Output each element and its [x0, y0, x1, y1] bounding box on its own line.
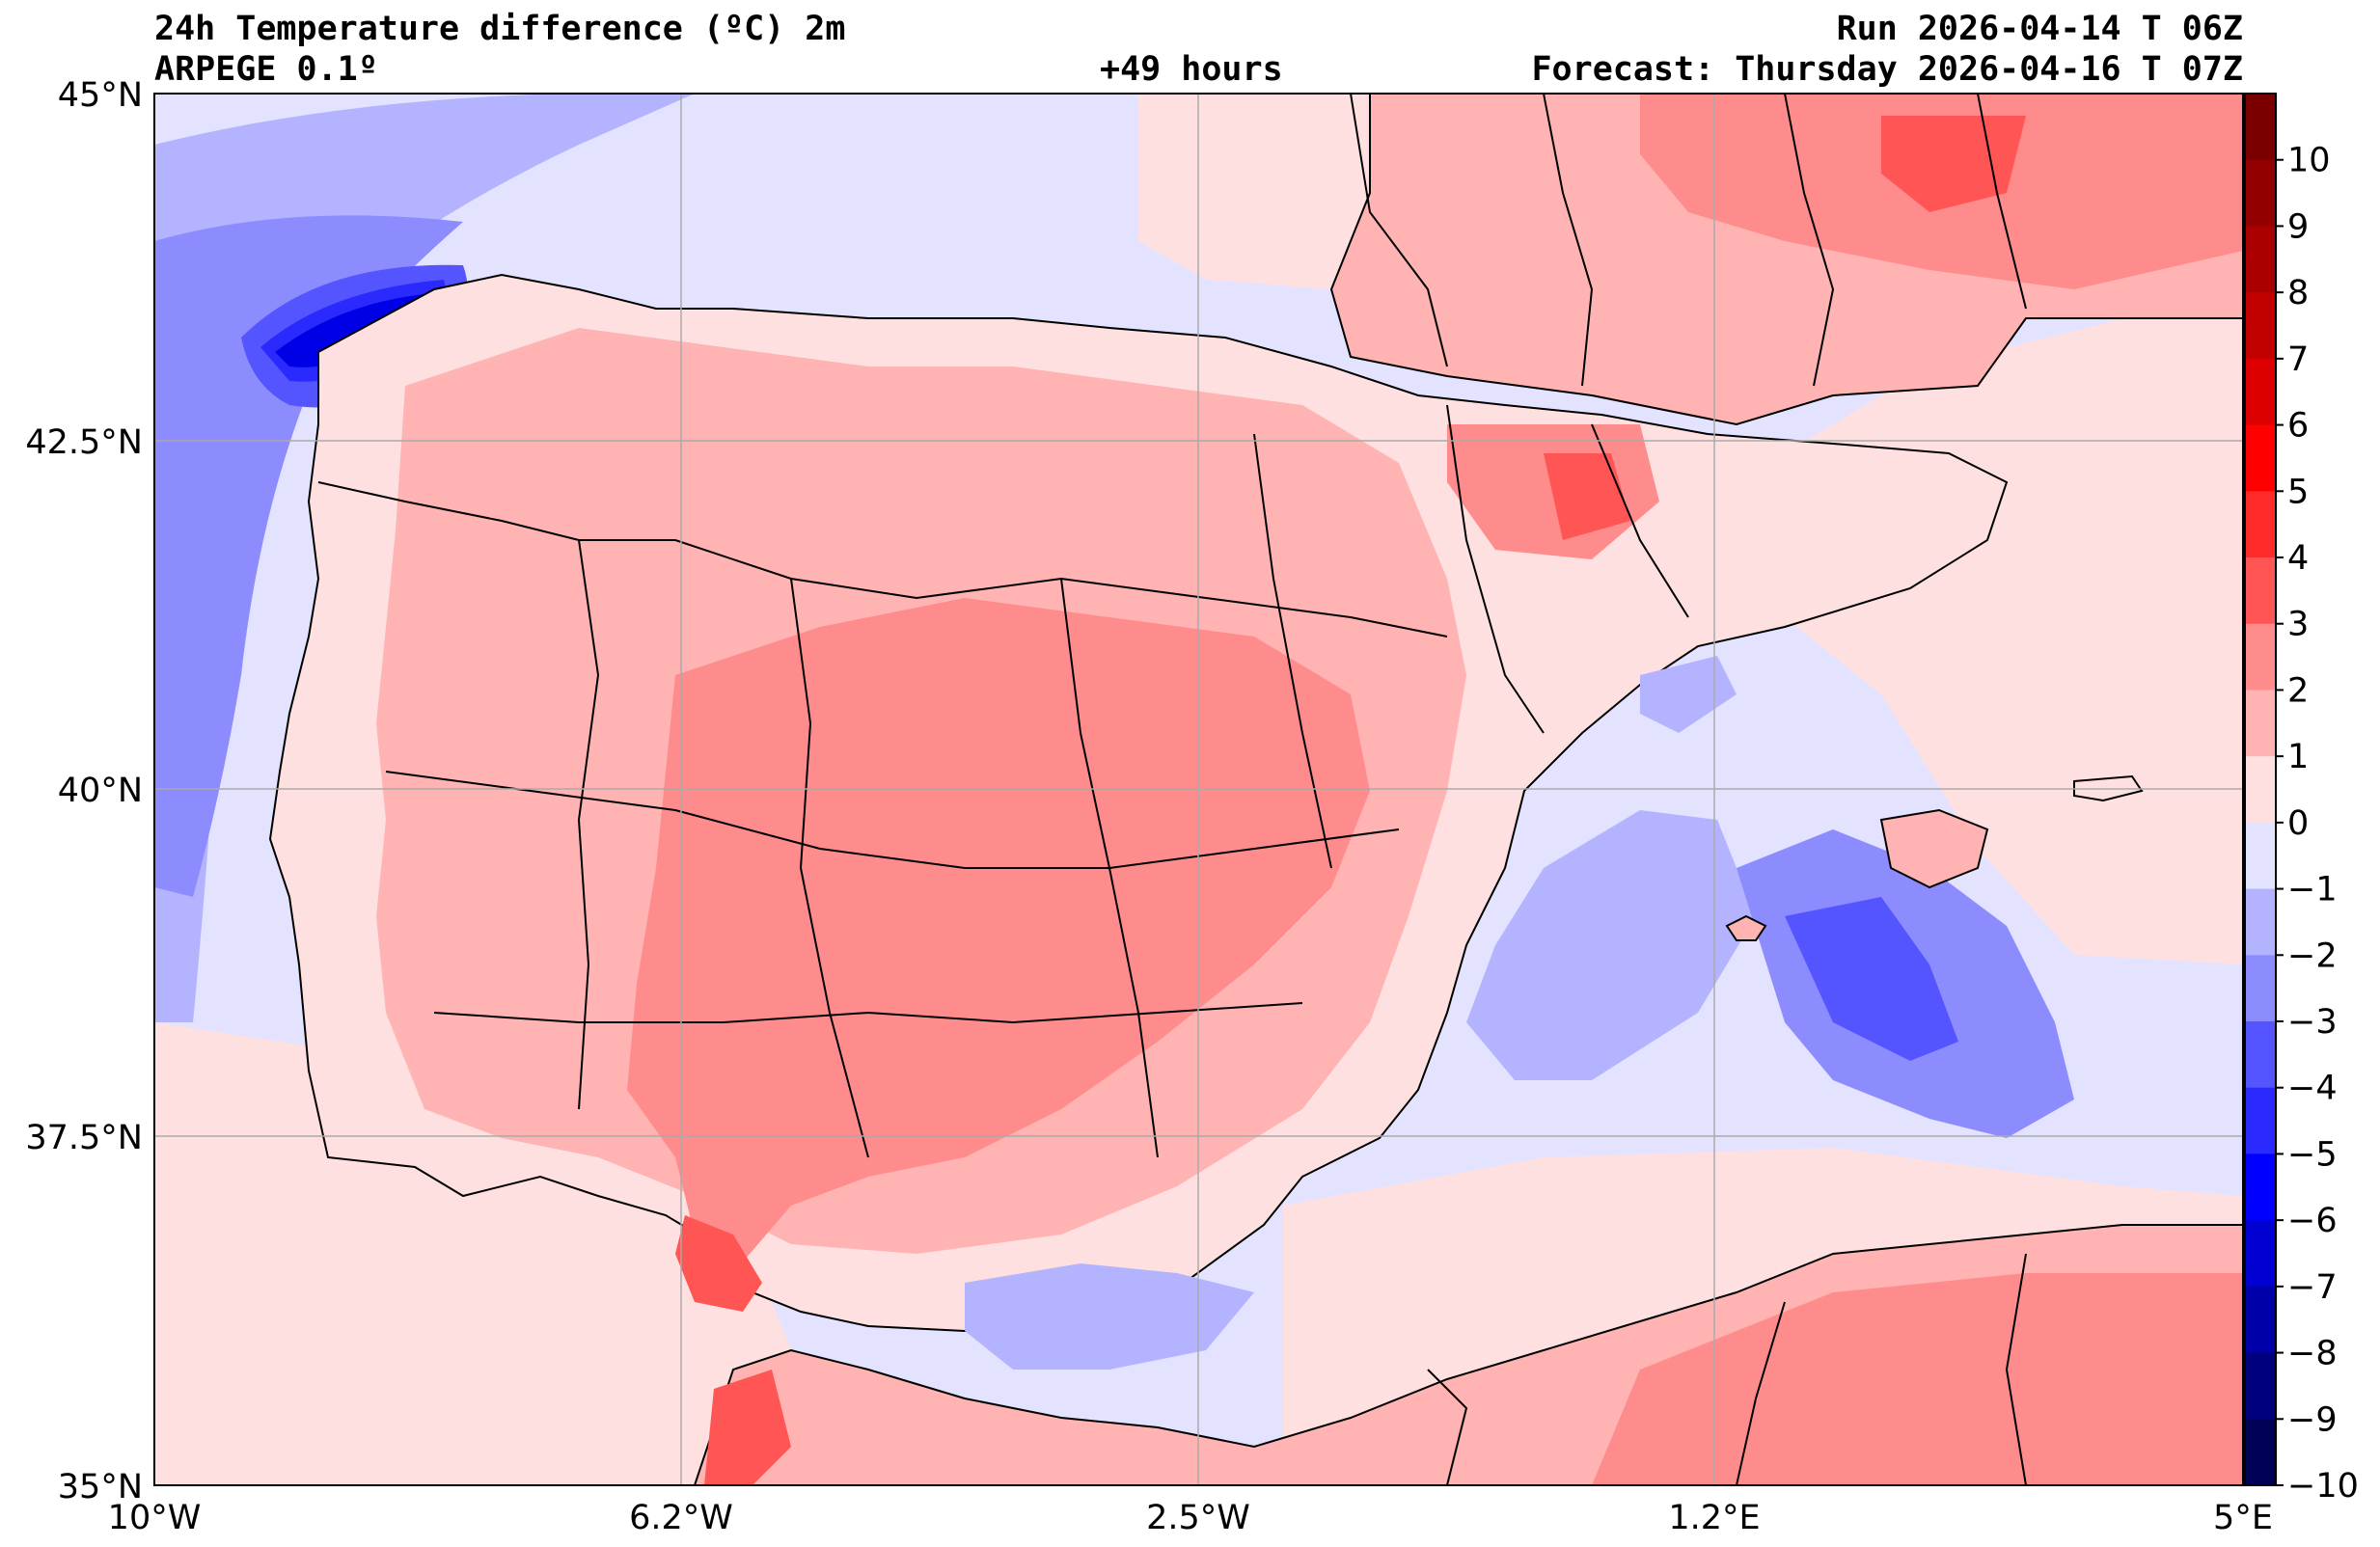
colorbar-label: −7 — [2287, 1268, 2338, 1307]
colorbar-segment — [2245, 1220, 2276, 1288]
lon-tick-label: 5°E — [2213, 1499, 2273, 1537]
colorbar-segment — [2245, 756, 2276, 824]
atlantic-cold-band — [154, 215, 463, 898]
colorbar-label: 5 — [2287, 473, 2309, 511]
border-line — [1543, 94, 1594, 387]
border-line — [2005, 1253, 2027, 1485]
border-line — [1591, 423, 1689, 618]
alboran-cool — [965, 1263, 1254, 1370]
border-line — [385, 771, 1400, 869]
colorbar-label: 7 — [2287, 340, 2309, 379]
colorbar-label: −6 — [2287, 1202, 2338, 1240]
colorbar-segment — [2245, 226, 2276, 293]
lon-tick-label: 1.2°E — [1668, 1499, 1760, 1537]
lat-tick-label: 37.5°N — [25, 1119, 143, 1157]
lat-tick-label: 35°N — [58, 1468, 143, 1506]
lat-tick-label: 42.5°N — [25, 423, 143, 462]
colorbar-segment — [2245, 491, 2276, 558]
colorbar-frame — [2244, 93, 2277, 1486]
border-line — [1446, 404, 1545, 734]
colorbar-segment — [2245, 623, 2276, 691]
colorbar-segment — [2245, 1286, 2276, 1354]
map-frame — [153, 93, 2244, 1486]
france-warm-core — [1881, 116, 2026, 212]
colorbar-segment — [2245, 94, 2276, 161]
colorbar-label: −8 — [2287, 1335, 2338, 1373]
forecast-time: Forecast: Thursday 2026-04-16 T 07Z — [1531, 50, 2243, 89]
border-line — [1784, 94, 1835, 387]
la-mancha-warm — [868, 839, 1158, 1042]
mallorca — [1879, 808, 1989, 889]
border-line — [1736, 1301, 1786, 1485]
colorbar-segment — [2245, 557, 2276, 625]
morocco-warm-core — [704, 1370, 791, 1485]
colorbar-segment — [2245, 292, 2276, 360]
lead-time: +49 hours — [1100, 50, 1283, 89]
border-line — [1253, 433, 1332, 869]
colorbar-label: 8 — [2287, 274, 2309, 312]
map-title: 24h Temperature difference (ºC) 2m — [154, 10, 846, 48]
ebro-warmer — [1544, 453, 1630, 540]
border-line — [1977, 94, 2027, 310]
colorbar-label: −3 — [2287, 1003, 2338, 1042]
colorbar-segment — [2245, 955, 2276, 1022]
colorbar-segment — [2245, 1352, 2276, 1420]
colorbar-segment — [2245, 888, 2276, 956]
colorbar-segment — [2245, 1419, 2276, 1486]
colorbar-label: 0 — [2287, 804, 2309, 843]
colorbar-label: 6 — [2287, 407, 2309, 446]
border-line — [433, 1002, 1303, 1024]
balearic-sea-cold — [1785, 897, 1958, 1061]
colorbar-label: −9 — [2287, 1400, 2338, 1439]
graticule — [154, 94, 2243, 1485]
colorbar-label: 10 — [2287, 142, 2331, 180]
colorbar-label: 2 — [2287, 671, 2309, 710]
colorbar-label: −10 — [2287, 1467, 2359, 1506]
colorbar-label: −5 — [2287, 1135, 2338, 1174]
colorbar-segment — [2245, 1087, 2276, 1154]
border-line — [577, 539, 600, 1110]
north-africa-warm — [1592, 1273, 2243, 1485]
colorbar-segment — [2245, 159, 2276, 227]
ibiza — [1725, 914, 1767, 941]
colorbar-segment — [2245, 1021, 2276, 1089]
colorbar-segment — [2245, 822, 2276, 890]
cadiz-warm-core — [675, 1215, 762, 1312]
ebro-delta-cool — [1640, 656, 1737, 733]
valencia-sea-cool — [1466, 810, 1756, 1080]
border-line — [790, 578, 869, 1158]
model-label: ARPEGE 0.1º — [154, 50, 378, 89]
galicia-coldest-core — [275, 294, 424, 367]
border-line — [317, 481, 675, 541]
colorbar-label: −1 — [2287, 871, 2338, 909]
run-time: Run 2026-04-14 T 06Z — [1836, 10, 2243, 48]
colorbar-label: 1 — [2287, 738, 2309, 776]
sea-warm-biscay — [1138, 94, 1399, 289]
colorbar-label: −4 — [2287, 1070, 2338, 1108]
colorbar-label: −2 — [2287, 936, 2338, 975]
colorbar-label: 3 — [2287, 606, 2309, 644]
border-line — [1350, 94, 1448, 367]
colorbar-label: 9 — [2287, 207, 2309, 246]
lat-tick-label: 45°N — [58, 76, 143, 115]
lon-tick-label: 6.2°W — [629, 1499, 733, 1537]
lon-tick-label: 10°W — [108, 1499, 202, 1537]
colorbar-segment — [2245, 358, 2276, 426]
colorbar-segment — [2245, 690, 2276, 757]
border-line — [1427, 1369, 1468, 1485]
colorbar-label: 4 — [2287, 539, 2309, 578]
admin-borders — [317, 94, 2027, 1485]
lon-tick-label: 2.5°W — [1146, 1499, 1250, 1537]
colorbar-segment — [2245, 424, 2276, 492]
lat-tick-label: 40°N — [58, 772, 143, 810]
colorbar-segment — [2245, 1153, 2276, 1221]
